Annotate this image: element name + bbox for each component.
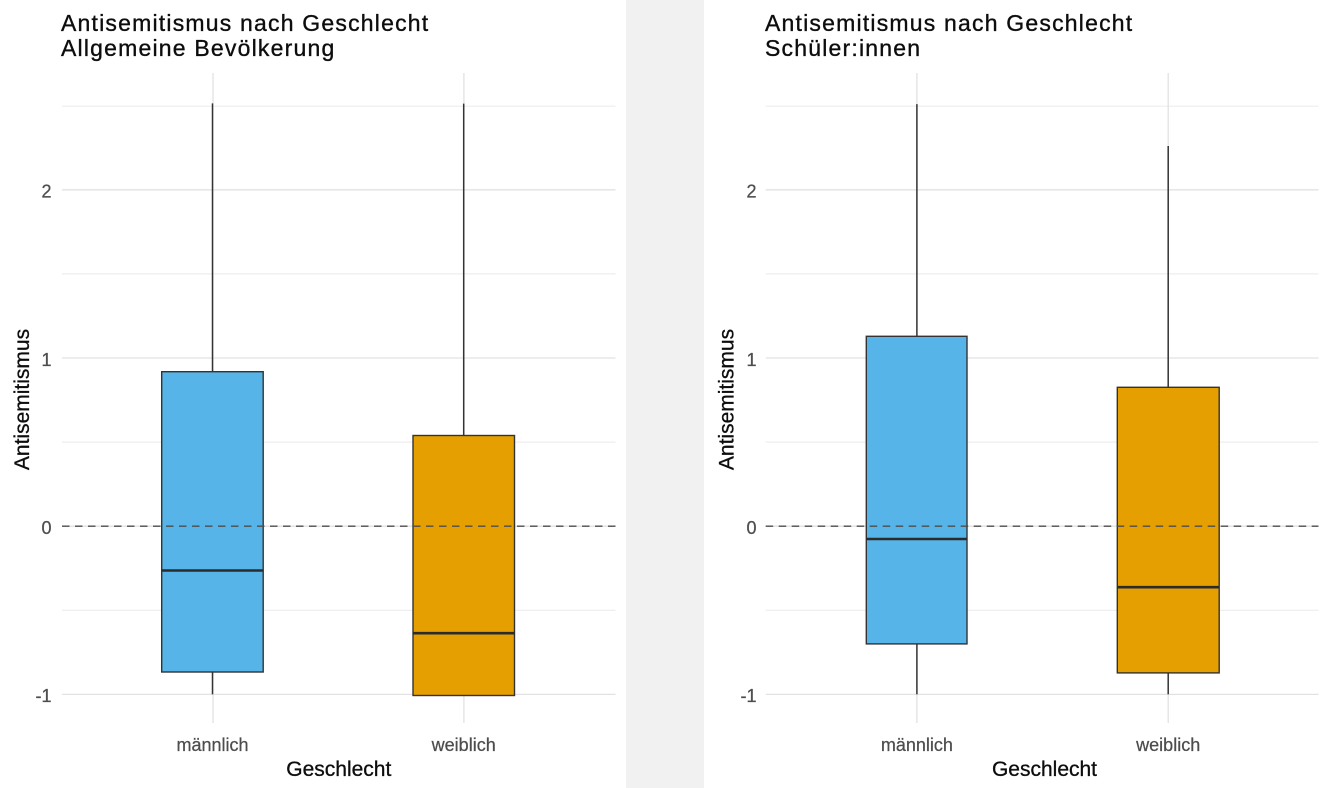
svg-text:2: 2 (746, 182, 756, 202)
svg-text:Antisemitismus: Antisemitismus (716, 329, 739, 470)
svg-text:1: 1 (746, 350, 756, 370)
svg-text:Schüler:innen: Schüler:innen (765, 35, 921, 61)
svg-text:-1: -1 (35, 686, 51, 706)
svg-text:Geschlecht: Geschlecht (286, 758, 391, 781)
svg-text:weiblich: weiblich (1135, 735, 1200, 755)
svg-text:Antisemitismus nach Geschlecht: Antisemitismus nach Geschlecht (61, 10, 429, 36)
svg-text:1: 1 (41, 350, 51, 370)
svg-text:männlich: männlich (176, 735, 248, 755)
svg-text:männlich: männlich (881, 735, 953, 755)
svg-text:2: 2 (41, 182, 51, 202)
svg-text:Allgemeine Bevölkerung: Allgemeine Bevölkerung (61, 35, 335, 61)
svg-text:Antisemitismus: Antisemitismus (11, 329, 34, 470)
svg-text:Antisemitismus nach Geschlecht: Antisemitismus nach Geschlecht (765, 10, 1133, 36)
svg-text:weiblich: weiblich (431, 735, 496, 755)
svg-text:-1: -1 (740, 686, 756, 706)
svg-text:0: 0 (41, 518, 51, 538)
svg-text:Geschlecht: Geschlecht (992, 758, 1097, 781)
svg-text:0: 0 (746, 518, 756, 538)
